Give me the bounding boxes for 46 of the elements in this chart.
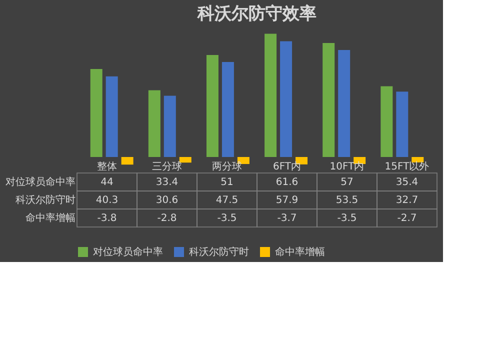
data-label: -3.5 [337,213,357,224]
bar [222,62,234,157]
bar [338,50,350,157]
x-tick-label: 两分球 [212,160,242,172]
data-label: 61.6 [276,177,298,188]
bar [179,157,192,163]
data-label: -3.7 [277,213,297,224]
bar [121,157,134,165]
data-label: -3.5 [217,213,237,224]
legend-label: 科沃尔防守时 [189,246,249,258]
data-label: 44 [100,177,114,188]
text: 命中率增幅 [26,213,76,224]
bar [264,34,277,157]
bar [322,43,335,157]
x-tick-label: 整体 [97,160,117,172]
bar [206,55,218,157]
data-label: 53.5 [336,195,358,206]
x-tick-label: 三分球 [152,160,182,172]
bar [396,92,408,157]
data-label: 40.3 [96,195,118,206]
data-label: 57 [340,177,354,188]
chart-title: 科沃尔防守效率 [196,4,316,24]
data-label: -2.8 [157,213,177,224]
x-tick-label: 10FT内 [330,160,364,172]
bar [90,69,102,157]
legend-label: 对位球员命中率 [93,246,163,258]
bar [148,90,160,157]
bar [280,41,292,157]
data-label: -3.8 [97,213,117,224]
data-label: 30.6 [156,195,178,206]
bar [106,76,118,157]
bar [412,157,424,162]
data-label: -2.7 [397,213,417,224]
text: 科沃尔防守时 [16,195,76,206]
x-tick-label: 6FT内 [272,160,302,172]
data-label: 57.9 [276,195,298,206]
data-label: 33.4 [156,177,178,188]
data-label: 35.4 [396,177,418,188]
data-label: 32.7 [396,195,418,206]
x-tick-label: 15FT以外 [384,160,430,172]
data-label: 47.5 [216,195,238,206]
bar [164,96,176,157]
text: 对位球员命中率 [6,177,76,188]
legend-label: 命中率增幅 [275,246,325,258]
data-label: 51 [220,177,234,188]
bar [380,86,393,157]
